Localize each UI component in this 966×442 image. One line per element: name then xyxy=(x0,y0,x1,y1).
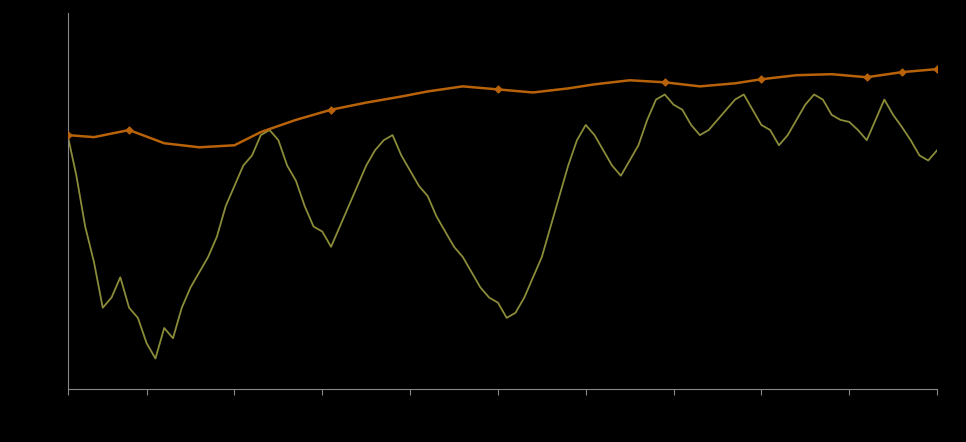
Point xyxy=(657,79,672,86)
Point xyxy=(324,106,339,113)
Point xyxy=(753,76,769,83)
Point xyxy=(895,69,910,76)
Point xyxy=(859,74,874,81)
Point xyxy=(60,132,75,139)
Point xyxy=(490,86,505,93)
Point xyxy=(122,126,137,133)
Point xyxy=(929,65,945,72)
